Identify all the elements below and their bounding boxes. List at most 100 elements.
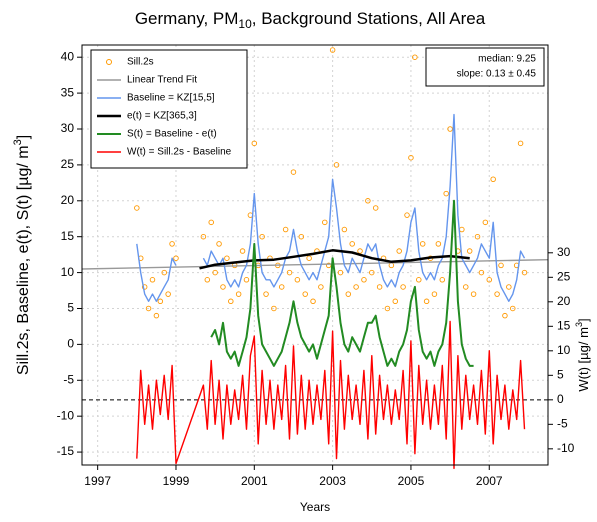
data-point xyxy=(337,269,344,276)
annotation-box xyxy=(425,47,545,87)
data-point xyxy=(298,233,305,240)
plot-frame xyxy=(81,44,549,466)
x-tick-label: 2005 xyxy=(398,474,425,488)
data-point xyxy=(372,205,379,211)
data-point xyxy=(361,277,367,283)
y-tick-label: 5 xyxy=(67,301,74,315)
y2-tick-label: -5 xyxy=(557,416,568,430)
data-point xyxy=(357,248,363,254)
data-point xyxy=(392,298,399,305)
data-point xyxy=(333,162,340,168)
data-point xyxy=(294,277,301,283)
data-point xyxy=(318,284,324,290)
x-tick-label: 2003 xyxy=(319,474,346,488)
data-point xyxy=(521,269,528,276)
data-point xyxy=(239,248,246,254)
y2-tick-label: 0 xyxy=(557,392,564,406)
data-point xyxy=(165,291,171,297)
legend-label: e(t) = KZ[365,3] xyxy=(127,111,197,122)
data-point xyxy=(459,226,465,233)
title-subscript: 10 xyxy=(238,17,252,31)
y2-tick-label: 5 xyxy=(557,367,564,381)
data-point xyxy=(435,241,442,247)
data-point xyxy=(204,277,211,283)
data-point xyxy=(341,226,348,233)
y-tick-label: 0 xyxy=(67,337,74,351)
series-line xyxy=(210,199,474,367)
data-point xyxy=(310,298,316,305)
data-point xyxy=(353,284,359,290)
data-point xyxy=(271,305,277,312)
data-point xyxy=(157,298,164,305)
data-point xyxy=(416,277,422,283)
data-point xyxy=(419,241,426,247)
y2label-superscript: 3 xyxy=(574,322,584,327)
data-point xyxy=(423,298,430,305)
data-point xyxy=(149,277,156,283)
data-point xyxy=(173,255,179,261)
data-point xyxy=(404,212,410,218)
series-line xyxy=(81,259,549,270)
data-point xyxy=(208,219,214,226)
data-point xyxy=(466,248,473,254)
data-point xyxy=(506,284,512,290)
legend-label: S(t) = Baseline - e(t) xyxy=(127,129,217,140)
data-point xyxy=(490,176,496,183)
data-point xyxy=(169,241,175,247)
data-point xyxy=(200,233,207,240)
data-point xyxy=(263,291,269,297)
y-tick-label: 25 xyxy=(61,157,75,171)
data-point xyxy=(388,262,395,269)
y2-tick-label: 30 xyxy=(557,245,571,259)
legend-symbol xyxy=(106,59,112,65)
x-tick-label: 1999 xyxy=(163,474,190,488)
data-point xyxy=(141,284,148,290)
data-point xyxy=(431,291,438,297)
data-point xyxy=(145,305,152,312)
data-point xyxy=(306,255,312,261)
data-point xyxy=(463,284,469,290)
y2label-part: W(t) [µg/ m xyxy=(576,327,591,392)
data-point xyxy=(498,262,504,269)
y2-tick-label: 20 xyxy=(557,294,571,308)
y2-tick-label: -10 xyxy=(557,441,575,455)
data-point xyxy=(396,248,402,254)
data-point xyxy=(384,305,391,312)
legend-label: Baseline = KZ[15,5] xyxy=(127,93,215,104)
series-line xyxy=(136,113,526,302)
data-point xyxy=(290,169,297,175)
x-axis-title: Years xyxy=(300,500,330,514)
series-line xyxy=(199,249,470,270)
legend-label: W(t) = Sill.2s - Baseline xyxy=(127,147,232,158)
data-point xyxy=(486,277,493,283)
data-point xyxy=(224,255,230,261)
data-point xyxy=(153,312,160,319)
data-point xyxy=(408,154,414,161)
y2-tick-label: 15 xyxy=(557,318,571,332)
data-point xyxy=(228,298,234,305)
legend-label: Linear Trend Fit xyxy=(127,75,197,86)
data-point xyxy=(278,284,285,290)
data-point xyxy=(212,269,218,276)
y-tick-label: 15 xyxy=(61,229,75,243)
data-point xyxy=(470,291,477,297)
y2-tick-label: 25 xyxy=(557,269,571,283)
data-point xyxy=(251,140,258,147)
x-tick-label: 2007 xyxy=(476,474,503,488)
chart-title: Germany, PM10, Background Stations, All … xyxy=(135,9,486,31)
data-point xyxy=(216,241,222,247)
data-point xyxy=(482,219,489,226)
y-tick-label: -15 xyxy=(57,444,75,458)
data-point xyxy=(302,291,308,297)
y-axis-title: Sill.2s, Baseline, e(t), S(t) [µg/ m3] xyxy=(12,135,32,375)
y-tick-label: 40 xyxy=(61,49,75,63)
annotation: slope: 0.13 ± 0.45 xyxy=(457,69,537,80)
data-point xyxy=(134,205,140,211)
ylabel-part: Sill.2s, Baseline, e(t), S(t) [µg/ m xyxy=(15,145,32,375)
x-tick-label: 2001 xyxy=(241,474,268,488)
data-point xyxy=(161,269,167,276)
annotation: median: 9.25 xyxy=(478,54,536,65)
data-point xyxy=(502,312,508,319)
data-point xyxy=(478,269,485,276)
x-tick-label: 1997 xyxy=(84,474,111,488)
